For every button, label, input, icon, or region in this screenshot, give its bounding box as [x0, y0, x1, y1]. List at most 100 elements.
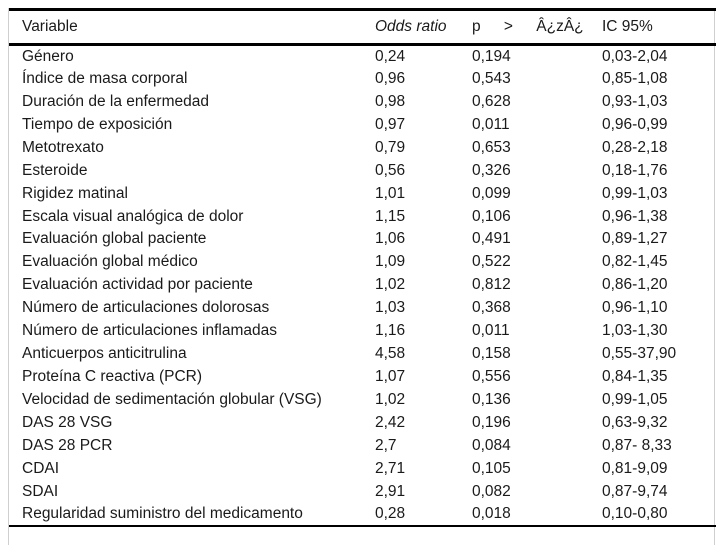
- results-table-frame: Variable Odds ratio p > Â¿zÂ¿ IC 95% Gén…: [8, 8, 716, 545]
- table-row: Escala visual analógica de dolor 1,15 0,10…: [9, 205, 716, 228]
- table-header-row: Variable Odds ratio p > Â¿zÂ¿ IC 95%: [9, 9, 716, 45]
- cell-ic95: 0,87-9,74: [602, 482, 668, 500]
- cell-p-value: 0,084: [472, 436, 511, 454]
- cell-odds-ratio: 2,7: [375, 436, 397, 454]
- cell-p-value: 0,491: [472, 230, 511, 248]
- table-row: Número de articulaciones dolorosas 1,03 0,…: [9, 297, 716, 320]
- table-row: Evaluación actividad por paciente 1,02 0,8…: [9, 274, 716, 297]
- cell-variable: Metotrexato: [22, 138, 104, 156]
- cell-variable: Escala visual analógica de dolor: [22, 207, 244, 225]
- cell-ic95: 0,18-1,76: [602, 161, 668, 179]
- cell-p-value: 0,105: [472, 459, 511, 477]
- table-row: Número de articulaciones inflamadas 1,16 0…: [9, 320, 716, 343]
- cell-odds-ratio: 1,03: [375, 299, 406, 317]
- cell-ic95: 0,10-0,80: [602, 505, 668, 523]
- cell-ic95: 0,63-9,32: [602, 413, 668, 431]
- cell-odds-ratio: 0,79: [375, 138, 406, 156]
- table-row: Tiempo de exposición 0,97 0,011 0,96-0,99: [9, 113, 716, 136]
- cell-variable: Número de articulaciones dolorosas: [22, 299, 270, 317]
- cell-odds-ratio: 1,01: [375, 184, 406, 202]
- table-row: Índice de masa corporal 0,96 0,543 0,85-1,0…: [9, 67, 716, 90]
- cell-p-value: 0,196: [472, 413, 511, 431]
- column-header-p-value: p > Â¿zÂ¿: [472, 18, 584, 35]
- cell-odds-ratio: 1,06: [375, 230, 406, 248]
- table-row: Regularidad suministro del medicamento 0,…: [9, 503, 716, 526]
- cell-variable: Rigidez matinal: [22, 184, 128, 202]
- cell-ic95: 0,86-1,20: [602, 276, 668, 294]
- cell-ic95: 0,03-2,04: [602, 47, 668, 65]
- cell-ic95: 0,99-1,05: [602, 391, 668, 409]
- cell-odds-ratio: 0,97: [375, 115, 406, 133]
- cell-odds-ratio: 0,24: [375, 47, 406, 65]
- table-row: Proteína C reactiva (PCR) 1,07 0,556 0,84-1…: [9, 366, 716, 389]
- cell-variable: DAS 28 PCR: [22, 436, 113, 454]
- cell-p-value: 0,099: [472, 184, 511, 202]
- cell-ic95: 0,96-0,99: [602, 115, 668, 133]
- cell-ic95: 0,84-1,35: [602, 368, 668, 386]
- cell-variable: Evaluación global médico: [22, 253, 198, 271]
- table-header: Variable Odds ratio p > Â¿zÂ¿ IC 95%: [9, 9, 716, 45]
- cell-variable: Tiempo de exposición: [22, 115, 173, 133]
- table-row: Metotrexato 0,79 0,653 0,28-2,18: [9, 136, 716, 159]
- cell-p-value: 0,368: [472, 299, 511, 317]
- cell-ic95: 0,55-37,90: [602, 345, 677, 363]
- cell-ic95: 0,89-1,27: [602, 230, 668, 248]
- cell-variable: Índice de masa corporal: [22, 69, 188, 87]
- cell-variable: Número de articulaciones inflamadas: [22, 322, 278, 340]
- cell-odds-ratio: 2,91: [375, 482, 406, 500]
- cell-variable: SDAI: [22, 482, 59, 500]
- cell-ic95: 0,96-1,10: [602, 299, 668, 317]
- cell-p-value: 0,136: [472, 391, 511, 409]
- table-row: Velocidad de sedimentación globular (VSG…: [9, 389, 716, 412]
- cell-variable: Evaluación actividad por paciente: [22, 276, 253, 294]
- cell-variable: Esteroide: [22, 161, 88, 179]
- column-header-odds-ratio: Odds ratio: [375, 18, 447, 35]
- cell-variable: Proteína C reactiva (PCR): [22, 368, 203, 386]
- table-row: Duración de la enfermedad 0,98 0,628 0,93-1…: [9, 90, 716, 113]
- cell-ic95: 0,93-1,03: [602, 92, 668, 110]
- cell-variable: Velocidad de sedimentación globular (VSG…: [22, 391, 322, 409]
- table-row: Rigidez matinal 1,01 0,099 0,99-1,03: [9, 182, 716, 205]
- cell-variable: Género: [22, 47, 74, 65]
- cell-ic95: 0,96-1,38: [602, 207, 668, 225]
- cell-odds-ratio: 1,07: [375, 368, 406, 386]
- cell-ic95: 0,99-1,03: [602, 184, 668, 202]
- cell-odds-ratio: 0,56: [375, 161, 406, 179]
- cell-p-value: 0,194: [472, 47, 511, 65]
- cell-odds-ratio: 0,96: [375, 69, 406, 87]
- table-row: Evaluación global médico 1,09 0,522 0,82-1,…: [9, 251, 716, 274]
- cell-p-value: 0,106: [472, 207, 511, 225]
- cell-variable: CDAI: [22, 459, 60, 477]
- table-row: Evaluación global paciente 1,06 0,491 0,89-…: [9, 228, 716, 251]
- cell-ic95: 0,81-9,09: [602, 459, 668, 477]
- cell-p-value: 0,011: [472, 322, 510, 340]
- results-table-body: Género 0,24 0,194 0,03-2,04 Índice de masa c…: [9, 45, 716, 527]
- cell-variable: Evaluación global paciente: [22, 230, 207, 248]
- table-row: Género 0,24 0,194 0,03-2,04: [9, 45, 716, 68]
- cell-odds-ratio: 0,98: [375, 92, 406, 110]
- table-row: SDAI 2,91 0,082 0,87-9,74: [9, 480, 716, 503]
- cell-variable: Anticuerpos anticitrulina: [22, 345, 187, 363]
- cell-p-value: 0,522: [472, 253, 511, 271]
- cell-p-value: 0,543: [472, 69, 511, 87]
- table-row: CDAI 2,71 0,105 0,81-9,09: [9, 457, 716, 480]
- cell-odds-ratio: 1,02: [375, 276, 406, 294]
- cell-odds-ratio: 1,15: [375, 207, 406, 225]
- cell-p-value: 0,011: [472, 115, 510, 133]
- column-header-variable: Variable: [22, 18, 78, 35]
- table-row: DAS 28 PCR 2,7 0,084 0,87- 8,33: [9, 434, 716, 457]
- cell-odds-ratio: 4,58: [375, 345, 406, 363]
- cell-ic95: 0,28-2,18: [602, 138, 668, 156]
- cell-ic95: 0,85-1,08: [602, 69, 668, 87]
- cell-p-value: 0,812: [472, 276, 511, 294]
- cell-ic95: 0,87- 8,33: [602, 436, 672, 454]
- cell-variable: Duración de la enfermedad: [22, 92, 209, 110]
- cell-odds-ratio: 1,09: [375, 253, 406, 271]
- table-row: DAS 28 VSG 2,42 0,196 0,63-9,32: [9, 412, 716, 435]
- cell-odds-ratio: 1,16: [375, 322, 406, 340]
- cell-p-value: 0,082: [472, 482, 511, 500]
- cell-p-value: 0,018: [472, 505, 511, 523]
- cell-ic95: 1,03-1,30: [602, 322, 668, 340]
- cell-ic95: 0,82-1,45: [602, 253, 668, 271]
